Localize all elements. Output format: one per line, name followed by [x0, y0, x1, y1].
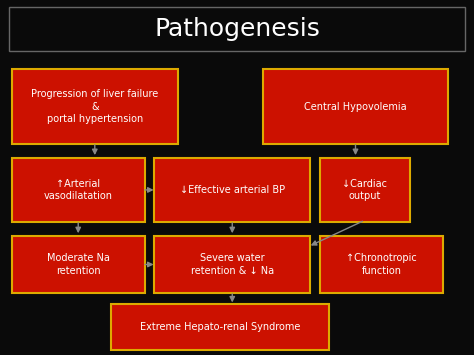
Text: Severe water
retention & ↓ Na: Severe water retention & ↓ Na: [191, 253, 274, 276]
FancyBboxPatch shape: [12, 158, 145, 222]
Text: ↓Cardiac
output: ↓Cardiac output: [343, 179, 387, 201]
Text: Progression of liver failure
&
portal hypertension: Progression of liver failure & portal hy…: [31, 89, 158, 124]
Text: Extreme Hepato-renal Syndrome: Extreme Hepato-renal Syndrome: [140, 322, 301, 332]
Text: Pathogenesis: Pathogenesis: [154, 17, 320, 41]
FancyBboxPatch shape: [12, 69, 178, 144]
FancyBboxPatch shape: [263, 69, 448, 144]
Text: ↑Arterial
vasodilatation: ↑Arterial vasodilatation: [44, 179, 113, 201]
FancyBboxPatch shape: [154, 236, 310, 293]
Text: Moderate Na
retention: Moderate Na retention: [47, 253, 109, 276]
FancyBboxPatch shape: [12, 236, 145, 293]
FancyBboxPatch shape: [320, 236, 443, 293]
FancyBboxPatch shape: [154, 158, 310, 222]
FancyBboxPatch shape: [111, 304, 329, 350]
Text: ↓Effective arterial BP: ↓Effective arterial BP: [180, 185, 285, 195]
FancyBboxPatch shape: [9, 7, 465, 51]
Text: ↑Chronotropic
function: ↑Chronotropic function: [346, 253, 417, 276]
Text: Central Hypovolemia: Central Hypovolemia: [304, 102, 407, 111]
FancyBboxPatch shape: [320, 158, 410, 222]
